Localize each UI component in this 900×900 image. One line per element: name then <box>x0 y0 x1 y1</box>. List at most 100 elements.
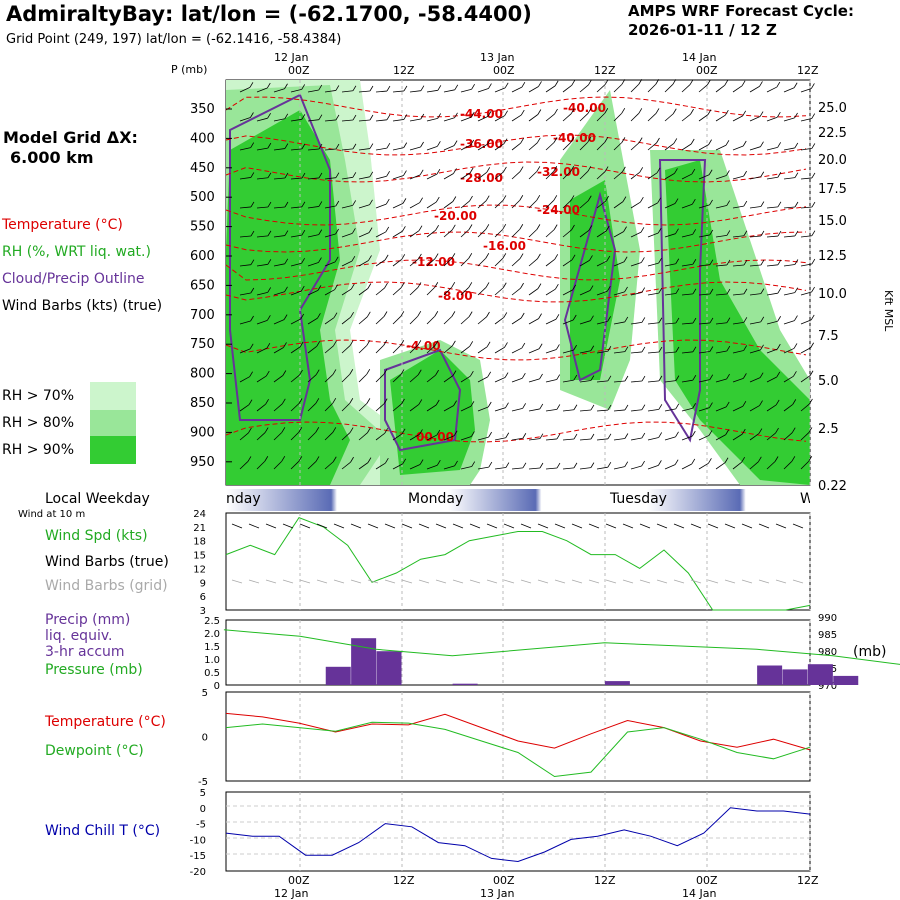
bottom-hour-2: 12Z <box>393 874 415 887</box>
profile-wind-barb <box>766 264 778 267</box>
profile-wind-barb-flag <box>451 253 456 259</box>
profile-wind-barb-flag <box>692 259 697 265</box>
kft-tick-label: 17.5 <box>818 182 847 197</box>
profile-wind-barb-flag <box>435 196 440 203</box>
profile-wind-barb <box>426 258 436 267</box>
wind-barb <box>605 523 617 529</box>
profile-wind-barb-flag <box>298 398 303 404</box>
profile-wind-barb-flag <box>299 369 303 376</box>
profile-wind-barb <box>460 116 472 122</box>
profile-wind-barb <box>647 262 659 267</box>
profile-wind-barb-flag <box>335 143 340 150</box>
profile-wind-barb <box>749 461 759 470</box>
profile-wind-barb-flag <box>301 84 306 90</box>
grid-wind-barb <box>639 579 651 584</box>
profile-wind-barb <box>307 374 317 383</box>
pressure-tick-label: 400 <box>190 131 215 146</box>
profile-wind-barb-flag <box>502 224 507 230</box>
profile-wind-barb-flag <box>725 109 729 116</box>
profile-wind-barb <box>511 437 523 441</box>
profile-wind-barb <box>409 118 421 122</box>
profile-wind-barb <box>256 460 266 470</box>
profile-wind-barb-flag <box>469 195 473 202</box>
profile-wind-barb-flag <box>519 224 524 230</box>
profile-wind-barb-flag <box>760 171 765 177</box>
profile-wind-barb-flag <box>452 370 457 376</box>
profile-wind-barb-flag <box>794 230 799 237</box>
profile-wind-barb-flag <box>606 286 611 292</box>
profile-wind-barb <box>358 316 368 325</box>
profile-wind-barb <box>698 351 710 354</box>
profile-wind-barb <box>392 463 403 470</box>
profile-wind-barb <box>715 350 727 354</box>
profile-wind-barb <box>290 318 301 325</box>
profile-wind-barb-flag <box>369 114 374 121</box>
profile-wind-barb <box>358 373 368 383</box>
profile-wind-barb-flag <box>556 462 561 469</box>
wind-barb <box>520 523 532 529</box>
profile-wind-barb <box>596 409 608 412</box>
profile-wind-barb-flag <box>777 142 782 148</box>
profile-wind-barb <box>426 374 436 383</box>
profile-wind-barb-flag <box>485 224 490 230</box>
profile-wind-barb-flag <box>317 313 321 319</box>
profile-wind-barb <box>562 142 572 151</box>
profile-wind-barb-flag <box>419 197 423 203</box>
profile-wind-barb <box>579 260 590 267</box>
profile-wind-barb-flag <box>794 172 799 178</box>
profile-wind-barb <box>562 85 572 93</box>
profile-wind-barb-flag <box>265 398 269 405</box>
profile-wind-barb <box>341 176 353 180</box>
profile-wind-barb-flag <box>658 432 663 438</box>
profile-wind-barb <box>545 288 556 296</box>
profile-wind-barb <box>426 404 437 412</box>
profile-wind-barb <box>698 435 710 441</box>
grid-wind-barb <box>469 579 481 584</box>
profile-wind-barb-flag <box>284 258 289 265</box>
profile-wind-barb-flag <box>250 315 254 322</box>
profile-wind-barb <box>749 264 761 267</box>
profile-wind-barb-flag <box>791 427 796 433</box>
profile-wind-barb <box>511 287 521 296</box>
wind-barb <box>265 523 277 529</box>
profile-wind-barb <box>579 113 589 122</box>
profile-wind-barb-flag <box>674 168 678 174</box>
profile-wind-barb-flag <box>504 342 508 348</box>
profile-wind-barb-flag <box>267 172 272 178</box>
profile-wind-barb-flag <box>777 201 782 208</box>
profile-wind-barb-flag <box>607 461 612 468</box>
profile-wind-barb <box>562 319 574 325</box>
profile-wind-barb <box>613 261 625 267</box>
profile-wind-barb-flag <box>453 400 457 406</box>
profile-wind-barb <box>613 231 624 238</box>
profile-wind-barb <box>426 286 436 296</box>
profile-wind-barb-flag <box>607 375 612 382</box>
profile-wind-barb <box>375 259 386 267</box>
profile-wind-barb <box>579 171 589 180</box>
grid-wind-barb <box>486 579 498 584</box>
profile-wind-barb <box>443 286 453 296</box>
profile-wind-barb <box>460 172 471 180</box>
profile-wind-barb <box>579 350 591 354</box>
pressure-tick-label: 700 <box>190 308 215 323</box>
profile-wind-barb <box>698 322 710 325</box>
profile-wind-barb <box>528 86 539 93</box>
profile-wind-barb <box>392 433 403 441</box>
profile-wind-barb-flag <box>573 344 577 351</box>
precip-bar <box>376 651 402 685</box>
profile-wind-barb-flag <box>672 108 677 114</box>
profile-wind-barb-flag <box>503 138 508 144</box>
profile-wind-barb-flag <box>335 85 340 91</box>
profile-wind-barb <box>800 460 810 470</box>
profile-wind-barb-flag <box>249 371 253 377</box>
profile-wind-barb-flag <box>468 253 473 259</box>
top-date-3: 14 Jan <box>682 51 717 64</box>
profile-wind-barb <box>732 461 742 470</box>
temperature-contour-label: -32.00 <box>537 165 580 179</box>
wind-barb <box>469 523 481 529</box>
y-tick-label: 990 <box>818 613 837 624</box>
profile-wind-barb-flag <box>808 427 813 433</box>
profile-wind-barb <box>239 320 251 325</box>
profile-wind-barb-flag <box>420 85 425 91</box>
